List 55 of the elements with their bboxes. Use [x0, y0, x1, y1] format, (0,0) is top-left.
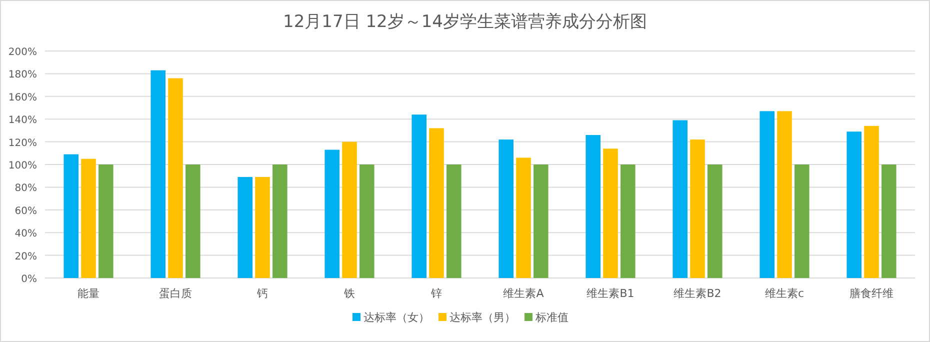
x-tick-label: 维生素B2 — [674, 287, 722, 300]
y-tick-label: 20% — [14, 251, 37, 262]
bar — [846, 132, 862, 278]
bar — [794, 164, 810, 278]
y-tick-label: 40% — [14, 228, 37, 240]
bar — [360, 164, 374, 278]
legend-label: 标准值 — [534, 311, 568, 324]
bar — [534, 164, 548, 278]
bar — [603, 148, 618, 278]
bar — [64, 154, 78, 278]
y-tick-label: 140% — [8, 115, 37, 126]
bar — [620, 164, 636, 278]
y-tick-label: 80% — [14, 183, 37, 194]
y-tick-label: 120% — [8, 138, 37, 149]
bar — [708, 164, 722, 278]
bar — [238, 176, 252, 278]
legend-label: 达标率（男） — [450, 311, 516, 324]
bar — [324, 150, 340, 278]
bar — [81, 158, 96, 278]
y-tick-label: 200% — [8, 47, 37, 58]
x-tick-label: 钙 — [256, 287, 268, 300]
bar — [98, 164, 114, 278]
bar — [690, 140, 705, 278]
bar — [864, 126, 879, 278]
bar — [272, 164, 288, 278]
bar — [882, 164, 896, 278]
y-tick-label: 160% — [8, 92, 37, 104]
bar — [150, 70, 166, 278]
bar — [760, 111, 774, 278]
bar — [446, 164, 462, 278]
x-tick-label: 维生素c — [764, 287, 804, 300]
legend-label: 达标率（女） — [364, 311, 430, 324]
bar — [429, 128, 444, 278]
x-tick-label: 维生素B1 — [586, 287, 634, 300]
x-tick-label: 维生素A — [503, 287, 544, 300]
bar — [777, 111, 792, 278]
bar — [498, 140, 514, 278]
y-tick-label: 180% — [8, 70, 37, 81]
y-tick-label: 60% — [14, 206, 37, 217]
bar — [672, 120, 688, 278]
x-tick-label: 能量 — [78, 287, 100, 300]
bar — [412, 114, 426, 278]
bar — [342, 142, 357, 278]
x-tick-label: 膳食纤维 — [850, 287, 894, 300]
y-tick-label: 0% — [21, 274, 37, 285]
bar — [186, 164, 200, 278]
bar — [516, 158, 531, 278]
x-tick-label: 锌 — [430, 287, 442, 300]
x-tick-label: 蛋白质 — [159, 287, 192, 300]
bar — [168, 78, 183, 278]
y-tick-label: 100% — [8, 160, 37, 172]
bar — [255, 176, 270, 278]
x-tick-label: 铁 — [343, 287, 355, 300]
chart-title: 12月17日 12岁～14岁学生菜谱营养成分分析图 — [283, 12, 647, 32]
bar — [586, 134, 600, 278]
